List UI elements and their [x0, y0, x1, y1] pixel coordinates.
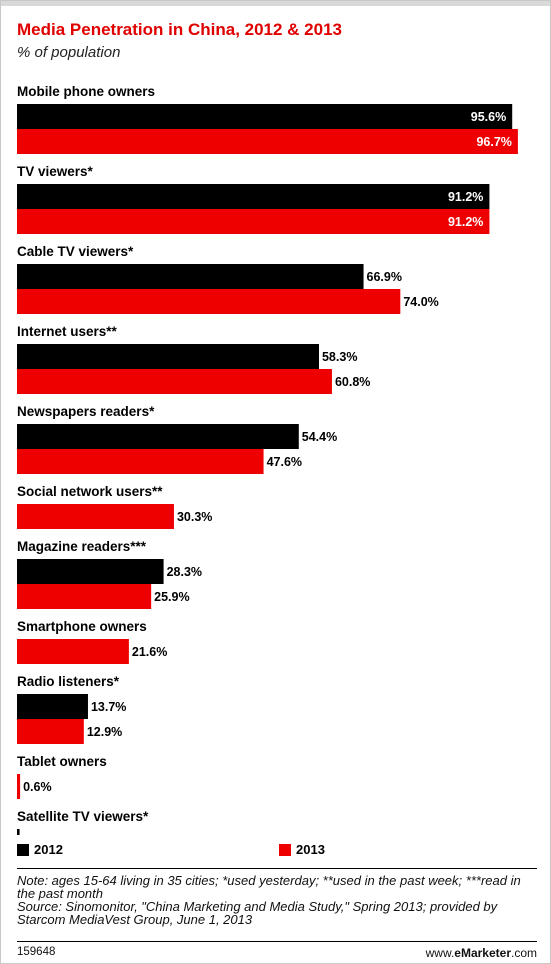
bar-2013-magazine-readers	[17, 584, 152, 609]
bar-2012-internet-users	[17, 344, 319, 369]
notes: Note: ages 15-64 living in 35 cities; *u…	[17, 874, 537, 926]
notes-divider	[17, 868, 537, 869]
source-line: Source: Sinomonitor, "China Marketing an…	[17, 899, 498, 927]
category-group-satellite-tv-viewers: Satellite TV viewers*0.5%0.4%	[17, 809, 149, 835]
category-label: Social network users**	[17, 484, 163, 499]
emarketer-logo[interactable]: www.eMarketer.com	[426, 946, 537, 960]
category-label: Magazine readers***	[17, 539, 147, 554]
footer-divider	[17, 941, 537, 942]
category-group-internet-users: Internet users** 58.3% 60.8%	[17, 324, 370, 394]
value-label-2012-tv-viewers: 91.2%	[448, 190, 483, 204]
legend: 2012 2013	[17, 842, 537, 860]
bar-2013-internet-users	[17, 369, 332, 394]
footer: 159648 www.eMarketer.com	[17, 946, 537, 960]
value-label-2013-social-network-users: 30.3%	[177, 510, 212, 524]
bar-2012-newspapers-readers	[17, 424, 299, 449]
category-label: Smartphone owners	[17, 619, 147, 634]
bar-2012-tv-viewers	[17, 184, 490, 209]
bar-2012-mobile-phone-owners	[17, 104, 513, 129]
bar-2013-cable-tv-viewers	[17, 289, 401, 314]
top-rule	[0, 0, 551, 6]
category-group-social-network-users: Social network users** 30.3%	[17, 484, 212, 529]
bar-2013-radio-listeners	[17, 719, 84, 744]
value-label-2012-radio-listeners: 13.7%	[91, 700, 126, 714]
brand-name: eMarketer	[454, 946, 511, 960]
bar-2012-cable-tv-viewers	[17, 264, 364, 289]
category-group-smartphone-owners: Smartphone owners 21.6%	[17, 619, 167, 664]
legend-label-2012: 2012	[34, 842, 63, 857]
value-label-2013-internet-users: 60.8%	[335, 375, 370, 389]
value-label-2013-mobile-phone-owners: 96.7%	[476, 135, 511, 149]
category-label: Internet users**	[17, 324, 118, 339]
chart-title: Media Penetration in China, 2012 & 2013	[17, 20, 343, 39]
bar-2012-radio-listeners	[17, 694, 88, 719]
category-group-newspapers-readers: Newspapers readers* 54.4%47.6%	[17, 404, 337, 474]
brand-prefix: www.	[425, 946, 455, 960]
chart-subtitle: % of population	[17, 44, 121, 61]
legend-item-2012: 2012	[17, 842, 63, 857]
value-label-2013-tv-viewers: 91.2%	[448, 215, 483, 229]
category-group-magazine-readers: Magazine readers*** 28.3% 25.9%	[17, 539, 202, 609]
legend-swatch-2013	[279, 843, 291, 856]
category-label: Mobile phone owners	[17, 84, 155, 99]
bar-2013-smartphone-owners	[17, 639, 129, 664]
bar-2012-magazine-readers	[17, 559, 164, 584]
value-label-2012-newspapers-readers: 54.4%	[302, 430, 337, 444]
bar-2012-satellite-tv-viewers	[17, 829, 20, 835]
category-label: Satellite TV viewers*	[17, 809, 149, 824]
legend-item-2013: 2013	[279, 842, 325, 857]
category-group-tv-viewers: TV viewers* 91.2% 91.2%	[17, 164, 490, 234]
category-group-tablet-owners: Tablet owners 0.6%	[17, 754, 107, 799]
bar-2013-mobile-phone-owners	[17, 129, 518, 154]
category-group-radio-listeners: Radio listeners* 13.7% 12.9%	[17, 674, 126, 744]
category-label: Newspapers readers*	[17, 404, 155, 419]
value-label-2012-internet-users: 58.3%	[322, 350, 357, 364]
bar-chart: Mobile phone owners 95.6% 96.7% TV viewers*…	[17, 84, 518, 835]
category-label: TV viewers*	[17, 164, 94, 179]
note-line: Note: ages 15-64 living in 35 cities; *u…	[17, 873, 521, 901]
value-label-2012-magazine-readers: 28.3%	[167, 565, 202, 579]
legend-swatch-2012	[17, 843, 29, 856]
category-label: Cable TV viewers*	[17, 244, 134, 259]
value-label-2013-cable-tv-viewers: 74.0%	[403, 295, 438, 309]
value-label-2013-newspapers-readers: 47.6%	[267, 455, 302, 469]
chart-id: 159648	[17, 946, 56, 958]
value-label-2012-cable-tv-viewers: 66.9%	[367, 270, 402, 284]
value-label-2013-smartphone-owners: 21.6%	[132, 645, 167, 659]
legend-label-2013: 2013	[296, 842, 325, 857]
bar-2013-tv-viewers	[17, 209, 490, 234]
category-group-mobile-phone-owners: Mobile phone owners 95.6% 96.7%	[17, 84, 518, 154]
value-label-2013-radio-listeners: 12.9%	[87, 725, 122, 739]
bar-2013-tablet-owners	[17, 774, 21, 799]
bar-2013-social-network-users	[17, 504, 174, 529]
category-label: Tablet owners	[17, 754, 107, 769]
category-label: Radio listeners*	[17, 674, 120, 689]
category-group-cable-tv-viewers: Cable TV viewers* 66.9%74.0%	[17, 244, 439, 314]
value-label-2013-tablet-owners: 0.6%	[23, 780, 52, 794]
value-label-2013-magazine-readers: 25.9%	[154, 590, 189, 604]
bar-2013-newspapers-readers	[17, 449, 264, 474]
brand-suffix: .com	[510, 946, 537, 960]
value-label-2012-mobile-phone-owners: 95.6%	[471, 110, 506, 124]
